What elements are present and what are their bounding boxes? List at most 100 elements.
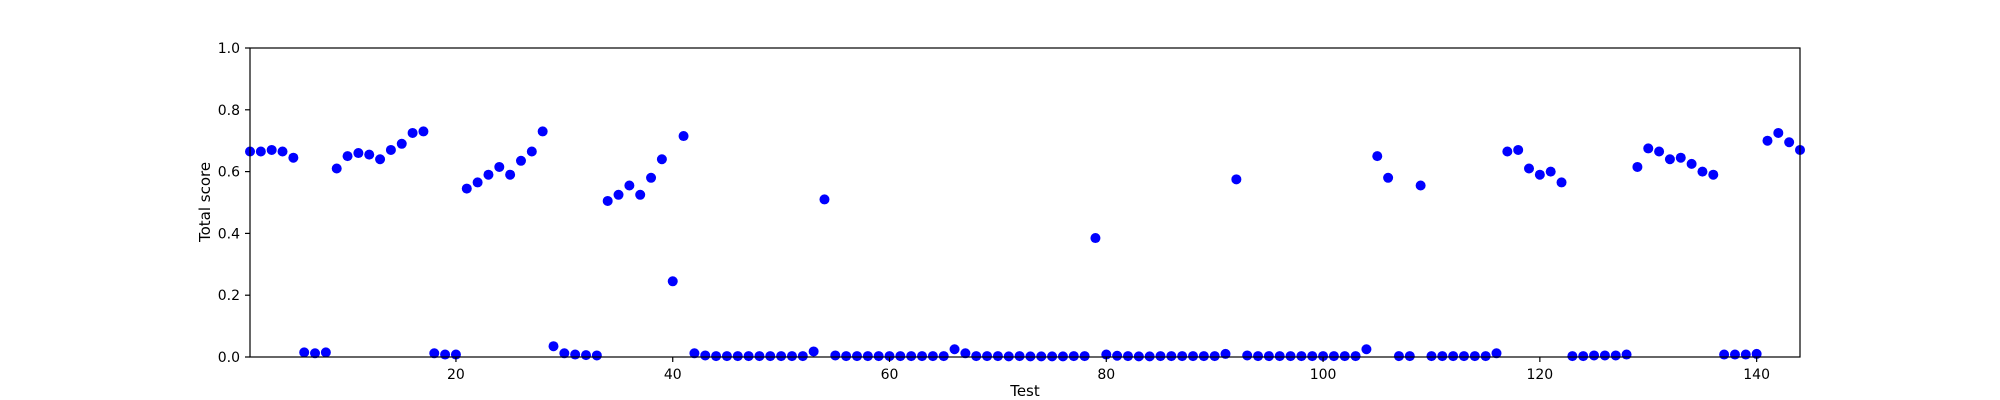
data-point-142 [1773,127,1784,138]
data-point-141 [1762,135,1773,146]
data-point-85 [1155,351,1166,362]
data-point-99 [1307,351,1318,362]
data-point-106 [1383,172,1394,183]
data-point-41 [678,131,689,142]
y-tick-label: 0.8 [218,103,240,119]
y-tick-label: 0.2 [218,288,240,304]
data-point-100 [1318,351,1329,362]
data-point-16 [407,127,418,138]
data-point-29 [548,341,559,352]
data-point-69 [982,351,993,362]
data-point-21 [461,183,472,194]
data-point-136 [1708,169,1719,180]
data-point-61 [895,351,906,362]
data-point-19 [440,349,451,360]
data-point-120 [1534,169,1545,180]
data-point-113 [1458,351,1469,362]
data-point-68 [971,351,982,362]
y-tick-label: 0.0 [218,350,240,366]
data-point-57 [851,351,862,362]
data-point-123 [1567,351,1578,362]
data-point-103 [1350,351,1361,362]
y-axis-ticks: 0.0 0.2 0.4 0.6 0.8 1.0 [218,41,250,366]
data-point-25 [505,169,516,180]
data-point-30 [559,348,570,359]
data-point-34 [602,195,613,206]
data-point-79 [1090,233,1101,244]
data-point-22 [472,177,483,188]
data-point-48 [754,351,765,362]
data-point-63 [917,351,928,362]
data-point-84 [1144,351,1155,362]
data-point-53 [808,346,819,357]
data-point-131 [1654,146,1665,157]
x-tick-label: 120 [1526,367,1553,383]
data-point-74 [1036,351,1047,362]
data-point-95 [1263,351,1274,362]
data-point-39 [656,154,667,165]
data-point-13 [375,154,386,165]
y-axis-label: Total score [196,162,214,243]
data-point-118 [1513,144,1524,155]
data-points [245,126,1805,362]
data-point-143 [1784,137,1795,148]
data-point-55 [830,350,841,361]
data-point-27 [526,146,537,157]
data-point-116 [1491,348,1502,359]
data-point-36 [624,180,635,191]
data-point-137 [1719,349,1730,360]
data-point-3 [266,144,277,155]
data-point-67 [960,348,971,359]
data-point-76 [1057,351,1068,362]
data-point-77 [1068,351,1079,362]
data-point-71 [1003,351,1014,362]
data-point-50 [776,351,787,362]
data-point-81 [1112,350,1123,361]
data-point-128 [1621,349,1632,360]
data-point-86 [1166,351,1177,362]
data-point-28 [537,126,548,137]
x-tick-label: 140 [1743,367,1770,383]
data-point-98 [1296,351,1307,362]
plot-area-frame [249,47,1801,358]
x-tick-label: 20 [447,367,465,383]
data-point-17 [418,126,429,137]
x-tick-label: 60 [881,367,899,383]
data-point-32 [581,350,592,361]
data-point-40 [667,276,678,287]
data-point-138 [1729,349,1740,360]
data-point-62 [906,351,917,362]
data-point-72 [1014,351,1025,362]
data-point-24 [494,161,505,172]
data-point-117 [1502,146,1513,157]
data-point-93 [1242,350,1253,361]
data-point-107 [1393,351,1404,362]
data-point-90 [1209,351,1220,362]
data-point-70 [992,351,1003,362]
data-point-83 [1133,351,1144,362]
data-point-112 [1448,351,1459,362]
data-point-49 [765,351,776,362]
data-point-127 [1610,350,1621,361]
data-point-2 [255,146,266,157]
data-point-4 [277,146,288,157]
x-axis-label: Test [1009,382,1040,400]
data-point-58 [862,351,873,362]
data-point-105 [1372,151,1383,162]
y-tick-label: 0.6 [218,165,240,181]
data-point-12 [364,149,375,160]
data-point-5 [288,152,299,163]
data-point-54 [819,194,830,205]
data-point-130 [1643,143,1654,154]
data-point-111 [1437,351,1448,362]
data-point-38 [646,172,657,183]
data-point-47 [743,351,754,362]
data-point-92 [1231,174,1242,185]
data-point-121 [1545,166,1556,177]
data-point-42 [689,348,700,359]
data-point-6 [299,347,310,358]
data-point-23 [483,169,494,180]
data-point-15 [396,138,407,149]
data-point-73 [1025,351,1036,362]
data-point-9 [331,163,342,174]
